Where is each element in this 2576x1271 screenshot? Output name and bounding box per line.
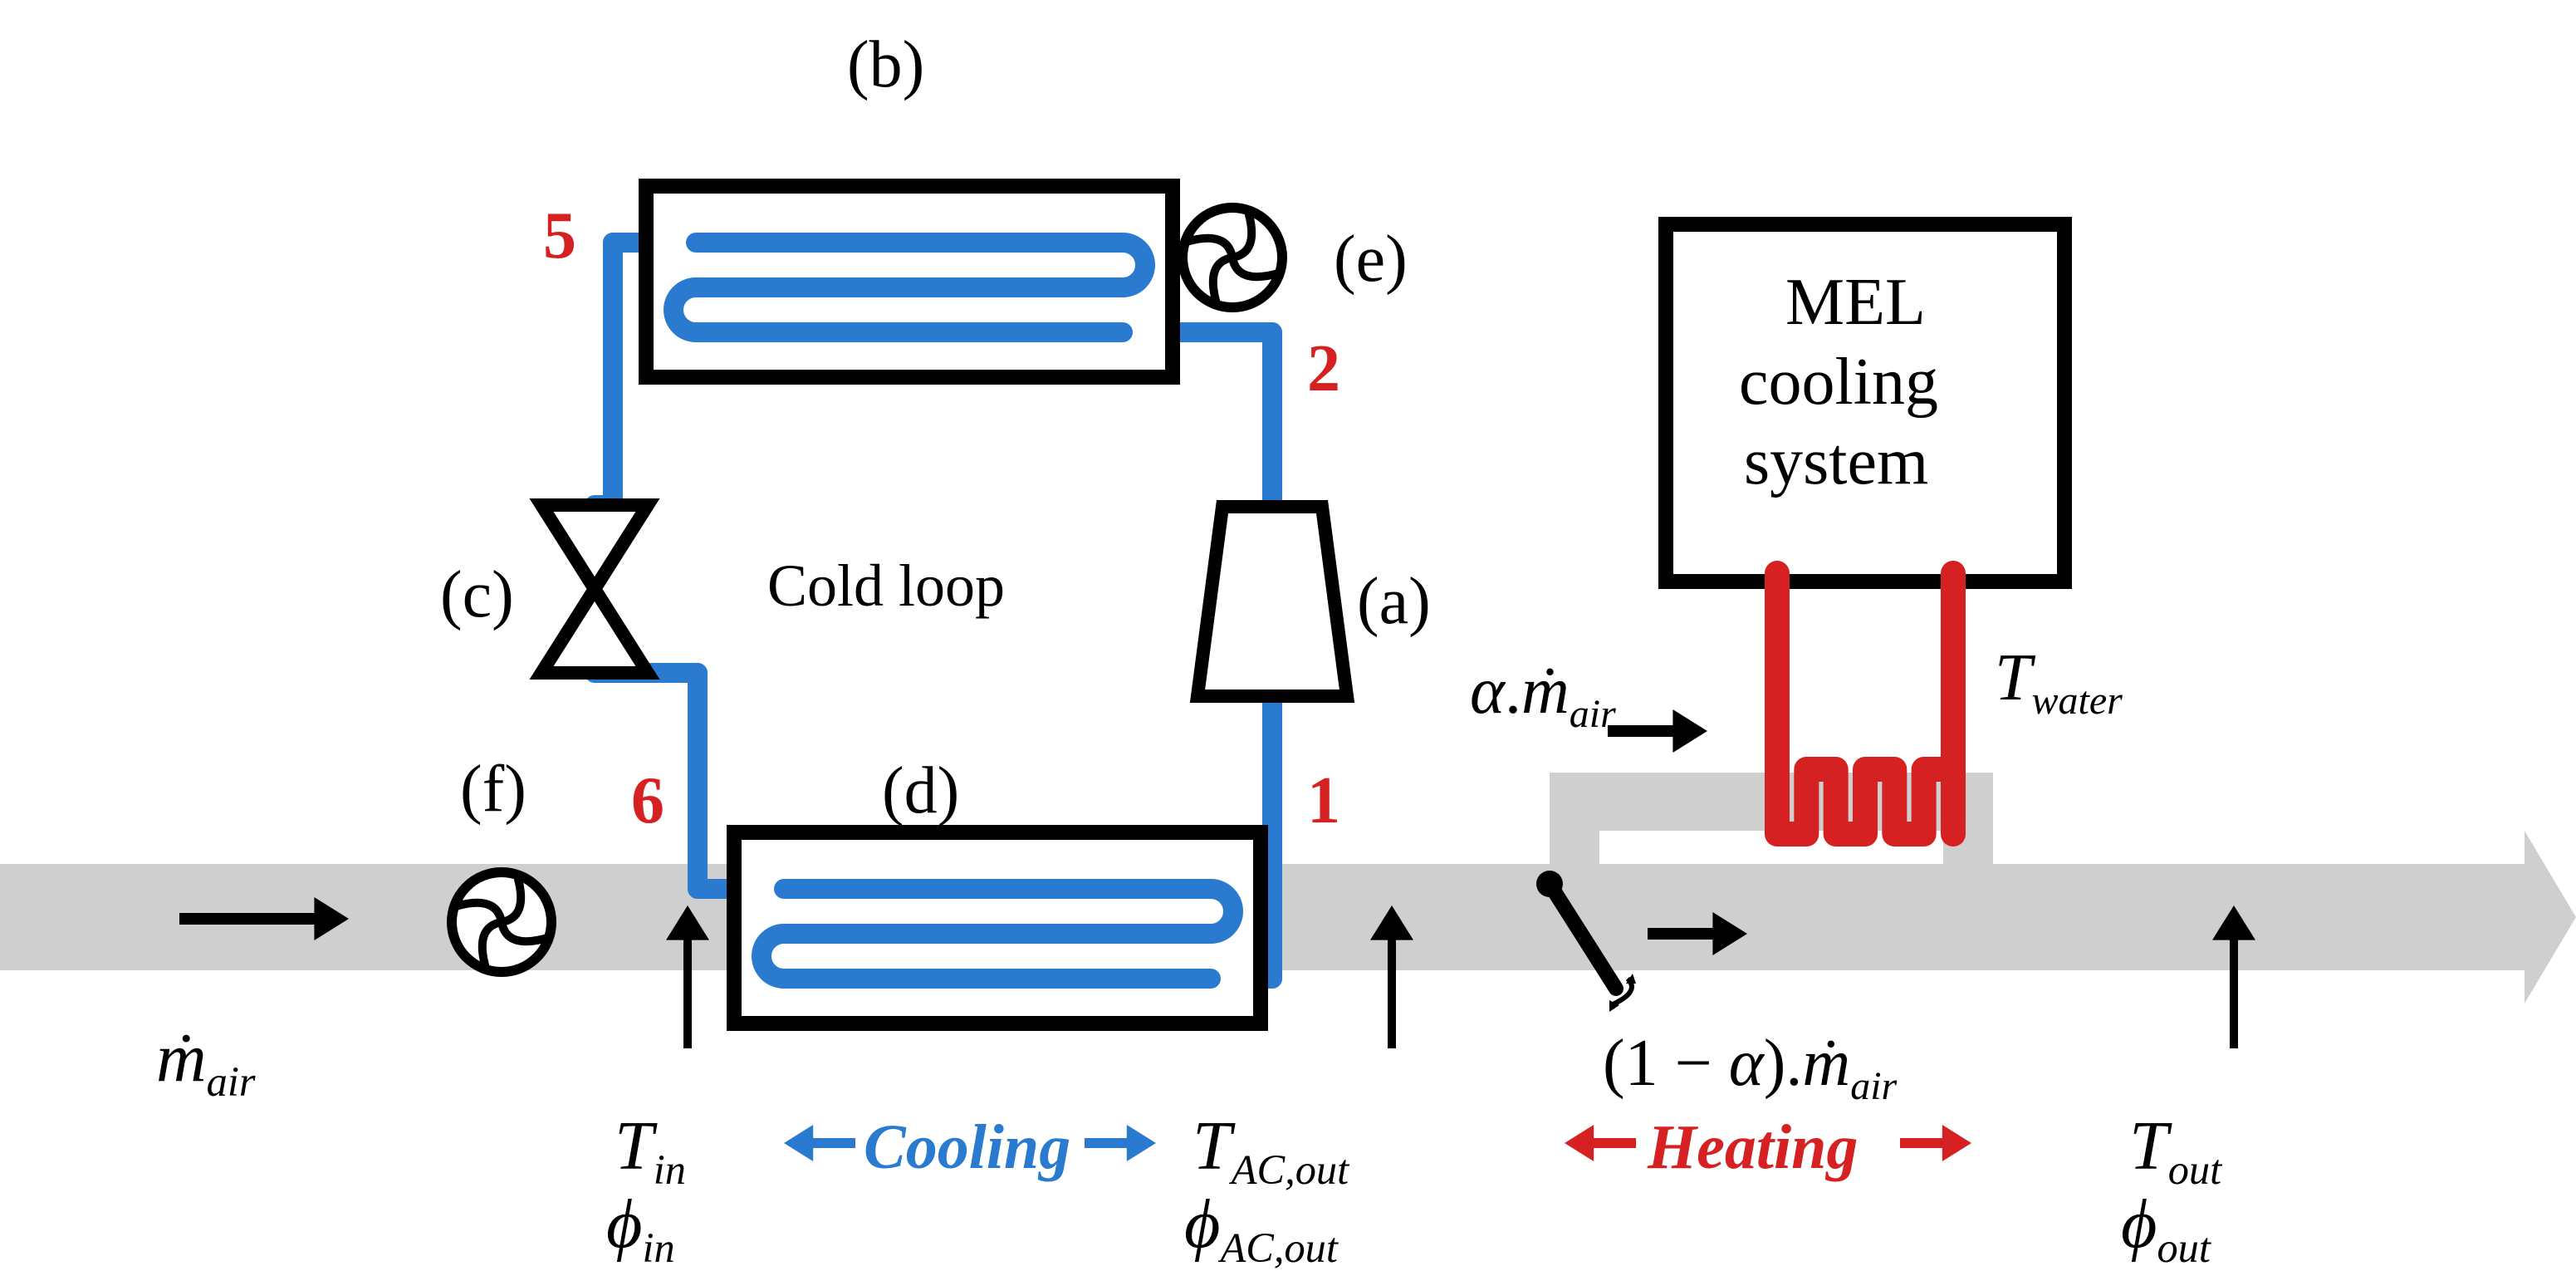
label-s5: 5 <box>543 199 576 272</box>
label-mel2: cooling <box>1739 346 1938 419</box>
label-mel1: MEL <box>1785 266 1926 339</box>
label-one_minus: (1 − α).ṁair <box>1603 1027 1897 1109</box>
label-f: (f) <box>460 753 526 826</box>
label-T_water: Twater <box>1995 641 2123 724</box>
label-d: (d) <box>882 754 959 827</box>
label-a: (a) <box>1357 565 1431 638</box>
label-s1: 1 <box>1307 764 1340 837</box>
label-T_ac: TAC,out <box>1193 1108 1349 1193</box>
label-cooling: Cooling <box>864 1113 1070 1183</box>
label-phi_in: ϕin <box>606 1186 675 1271</box>
label-c: (c) <box>440 558 514 631</box>
diagram-svg <box>0 0 2576 1233</box>
label-mel3: system <box>1744 425 1928 498</box>
label-b: (b) <box>847 28 924 101</box>
label-s6: 6 <box>631 764 664 837</box>
label-e: (e) <box>1334 223 1408 296</box>
label-T_out: Tout <box>2129 1108 2221 1193</box>
label-m_air: ṁair <box>156 1020 255 1105</box>
label-s2: 2 <box>1307 332 1340 405</box>
label-cold_loop: Cold loop <box>767 553 1005 619</box>
label-phi_out: ϕout <box>2121 1186 2211 1271</box>
diagram-stage: (b) (e) (a) (c) (d) (f) Cold loop MELcoolingsys… <box>0 0 2576 1233</box>
label-heating: Heating <box>1648 1113 1858 1183</box>
label-alpha_m: α.ṁair <box>1470 655 1616 737</box>
label-phi_ac: ϕAC,out <box>1184 1186 1338 1271</box>
label-T_in: Tin <box>615 1108 686 1193</box>
